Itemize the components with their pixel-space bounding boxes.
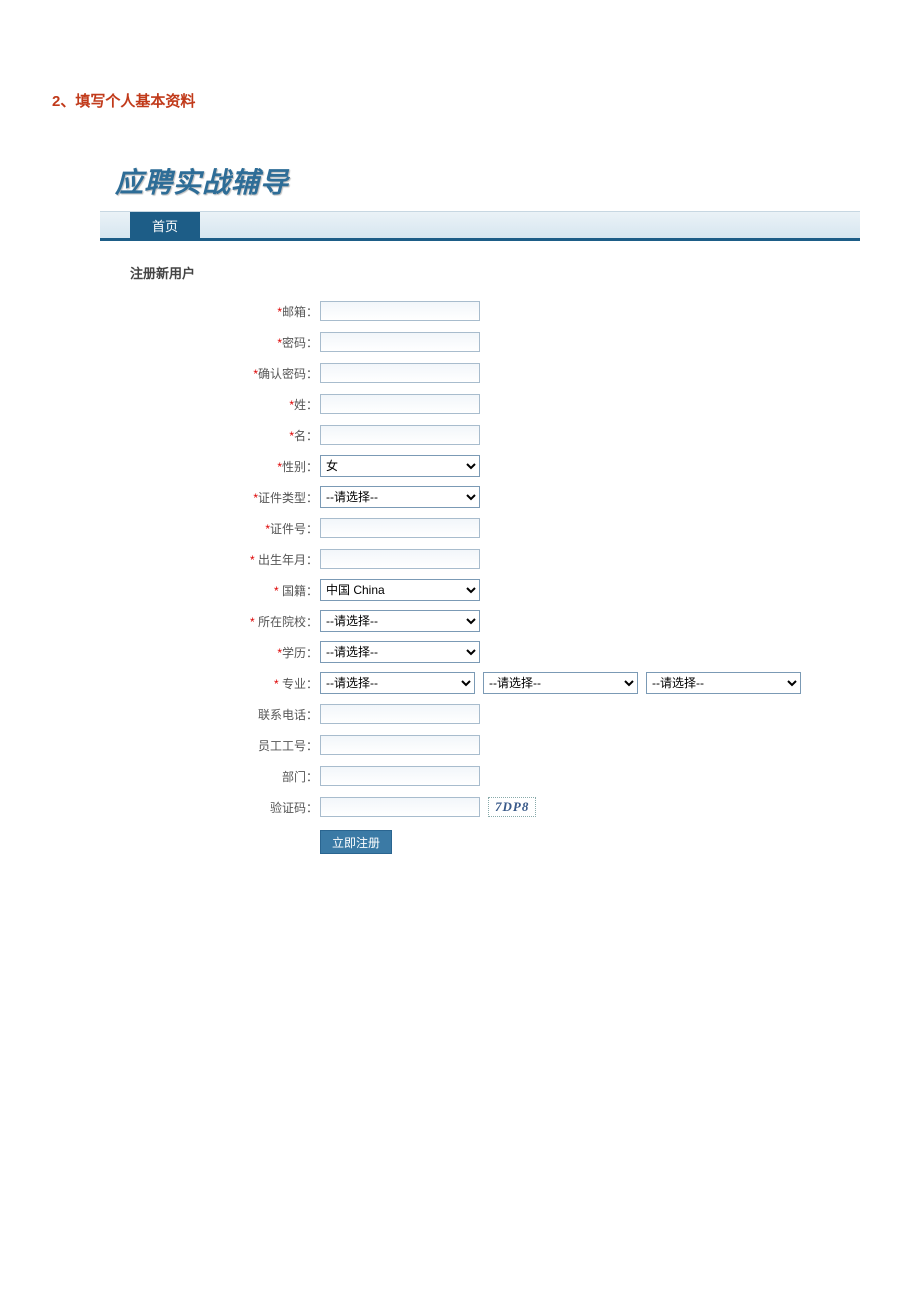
employee-id-input[interactable] <box>320 735 480 755</box>
row-id-number: *证件号： <box>110 517 860 539</box>
app-logo: 应聘实战辅导 <box>115 161 860 201</box>
label-nationality: * 国籍： <box>110 582 320 599</box>
label-birth: * 出生年月： <box>110 551 320 568</box>
label-id-type: *证件类型： <box>110 489 320 506</box>
lastname-input[interactable] <box>320 394 480 414</box>
label-password: *密码： <box>110 334 320 351</box>
row-lastname: *姓： <box>110 393 860 415</box>
education-select[interactable]: --请选择-- <box>320 641 480 663</box>
label-confirm-password: *确认密码： <box>110 365 320 382</box>
id-number-input[interactable] <box>320 518 480 538</box>
firstname-input[interactable] <box>320 425 480 445</box>
label-id-number: *证件号： <box>110 520 320 537</box>
captcha-image[interactable]: 7DP8 <box>488 797 536 817</box>
row-id-type: *证件类型： --请选择-- <box>110 486 860 508</box>
label-school: * 所在院校： <box>110 613 320 630</box>
registration-form: *邮箱： *密码： *确认密码： *姓： *名： *性别： 女 <box>110 300 860 854</box>
row-school: * 所在院校： --请选择-- <box>110 610 860 632</box>
row-birth: * 出生年月： <box>110 548 860 570</box>
row-submit: 立即注册 <box>110 827 860 854</box>
label-department: 部门： <box>110 768 320 785</box>
department-input[interactable] <box>320 766 480 786</box>
phone-input[interactable] <box>320 704 480 724</box>
confirm-password-input[interactable] <box>320 363 480 383</box>
row-gender: *性别： 女 <box>110 455 860 477</box>
label-lastname: *姓： <box>110 396 320 413</box>
row-department: 部门： <box>110 765 860 787</box>
row-major: * 专业： --请选择-- --请选择-- --请选择-- <box>110 672 860 694</box>
section-title: 注册新用户 <box>130 263 860 282</box>
page-heading: 2、填写个人基本资料 <box>52 90 920 111</box>
row-confirm-password: *确认密码： <box>110 362 860 384</box>
password-input[interactable] <box>320 332 480 352</box>
label-firstname: *名： <box>110 427 320 444</box>
nationality-select[interactable]: 中国 China <box>320 579 480 601</box>
major-select-1[interactable]: --请选择-- <box>320 672 475 694</box>
label-email: *邮箱： <box>110 303 320 320</box>
major-select-3[interactable]: --请选择-- <box>646 672 801 694</box>
app-container: 应聘实战辅导 首页 注册新用户 *邮箱： *密码： *确认密码： *姓： *名：… <box>100 161 860 854</box>
row-captcha: 验证码： 7DP8 <box>110 796 860 818</box>
label-captcha: 验证码： <box>110 799 320 816</box>
label-education: *学历： <box>110 644 320 661</box>
row-password: *密码： <box>110 331 860 353</box>
row-education: *学历： --请选择-- <box>110 641 860 663</box>
id-type-select[interactable]: --请选择-- <box>320 486 480 508</box>
nav-bar: 首页 <box>100 211 860 241</box>
captcha-input[interactable] <box>320 797 480 817</box>
gender-select[interactable]: 女 <box>320 455 480 477</box>
label-employee-id: 员工工号： <box>110 737 320 754</box>
row-nationality: * 国籍： 中国 China <box>110 579 860 601</box>
birth-input[interactable] <box>320 549 480 569</box>
row-phone: 联系电话： <box>110 703 860 725</box>
row-email: *邮箱： <box>110 300 860 322</box>
major-select-2[interactable]: --请选择-- <box>483 672 638 694</box>
row-firstname: *名： <box>110 424 860 446</box>
school-select[interactable]: --请选择-- <box>320 610 480 632</box>
email-input[interactable] <box>320 301 480 321</box>
row-employee-id: 员工工号： <box>110 734 860 756</box>
label-major: * 专业： <box>110 675 320 692</box>
label-gender: *性别： <box>110 458 320 475</box>
tab-home[interactable]: 首页 <box>130 212 200 238</box>
label-phone: 联系电话： <box>110 706 320 723</box>
submit-button[interactable]: 立即注册 <box>320 830 392 854</box>
